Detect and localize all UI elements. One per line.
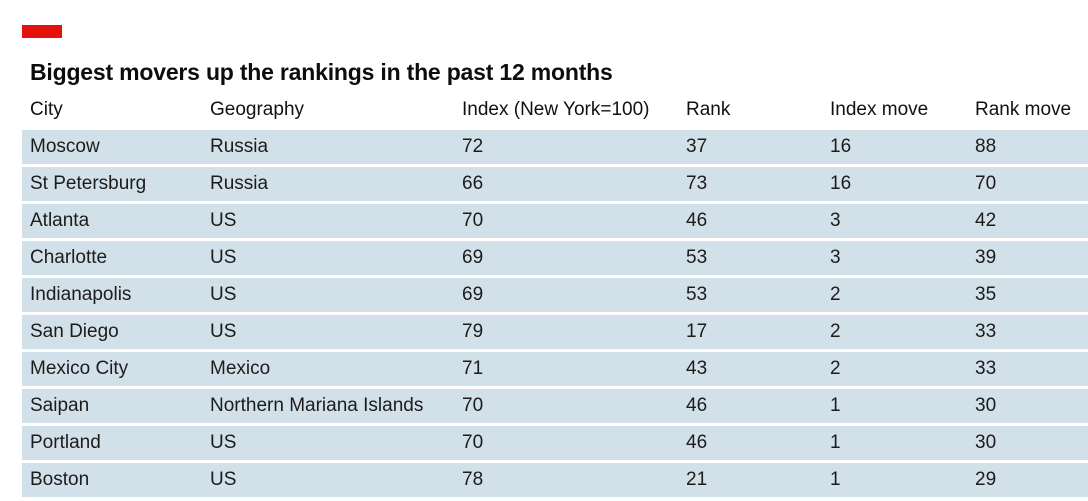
- cell-city: Saipan: [22, 386, 202, 423]
- rankings-table: City Geography Index (New York=100) Rank…: [22, 93, 1088, 497]
- cell-index-move: 16: [822, 127, 967, 164]
- cell-index-move: 3: [822, 238, 967, 275]
- cell-index-move: 2: [822, 275, 967, 312]
- cell-city: San Diego: [22, 312, 202, 349]
- cell-index-move: 3: [822, 201, 967, 238]
- cell-index: 69: [454, 275, 678, 312]
- table-row: Moscow Russia 72 37 16 88: [22, 127, 1088, 164]
- cell-rank-move: 88: [967, 127, 1088, 164]
- cell-rank: 73: [678, 164, 822, 201]
- cell-rank: 37: [678, 127, 822, 164]
- cell-rank: 21: [678, 460, 822, 497]
- cell-city: Charlotte: [22, 238, 202, 275]
- cell-rank-move: 29: [967, 460, 1088, 497]
- cell-index-move: 1: [822, 423, 967, 460]
- cell-geography: US: [202, 460, 454, 497]
- column-header-geography: Geography: [210, 99, 305, 120]
- cell-geography: Mexico: [202, 349, 454, 386]
- cell-rank-move: 70: [967, 164, 1088, 201]
- cell-geography: US: [202, 423, 454, 460]
- cell-index: 66: [454, 164, 678, 201]
- cell-index-move: 2: [822, 349, 967, 386]
- cell-geography: Russia: [202, 127, 454, 164]
- cell-city: Atlanta: [22, 201, 202, 238]
- table-row: San Diego US 79 17 2 33: [22, 312, 1088, 349]
- cell-city: Mexico City: [22, 349, 202, 386]
- cell-city: Indianapolis: [22, 275, 202, 312]
- cell-index: 70: [454, 201, 678, 238]
- table-row: Saipan Northern Mariana Islands 70 46 1 …: [22, 386, 1088, 423]
- cell-index: 69: [454, 238, 678, 275]
- table-row: Charlotte US 69 53 3 39: [22, 238, 1088, 275]
- cell-rank-move: 35: [967, 275, 1088, 312]
- cell-index-move: 1: [822, 386, 967, 423]
- cell-city: Portland: [22, 423, 202, 460]
- cell-index: 79: [454, 312, 678, 349]
- cell-rank: 17: [678, 312, 822, 349]
- table-row: Indianapolis US 69 53 2 35: [22, 275, 1088, 312]
- cell-index: 78: [454, 460, 678, 497]
- cell-rank-move: 30: [967, 423, 1088, 460]
- cell-rank-move: 33: [967, 349, 1088, 386]
- column-header-rank-move: Rank move: [975, 99, 1072, 120]
- cell-geography: US: [202, 238, 454, 275]
- column-header-rank: Rank: [686, 99, 731, 120]
- cell-geography: US: [202, 201, 454, 238]
- cell-rank-move: 30: [967, 386, 1088, 423]
- cell-rank-move: 42: [967, 201, 1088, 238]
- cell-geography: Northern Mariana Islands: [202, 386, 454, 423]
- cell-index-move: 2: [822, 312, 967, 349]
- column-header-city: City: [30, 99, 63, 120]
- table-row: Boston US 78 21 1 29: [22, 460, 1088, 497]
- cell-index: 72: [454, 127, 678, 164]
- table-row: Portland US 70 46 1 30: [22, 423, 1088, 460]
- table-title: Biggest movers up the rankings in the pa…: [30, 59, 613, 85]
- table-header-row: City Geography Index (New York=100) Rank…: [22, 93, 1088, 127]
- cell-index: 70: [454, 423, 678, 460]
- column-header-index: Index (New York=100): [462, 99, 650, 120]
- brand-accent-bar: [22, 25, 62, 38]
- cell-rank: 46: [678, 201, 822, 238]
- cell-city: Moscow: [22, 127, 202, 164]
- cell-rank-move: 33: [967, 312, 1088, 349]
- cell-index: 71: [454, 349, 678, 386]
- cell-rank: 53: [678, 238, 822, 275]
- cell-city: St Petersburg: [22, 164, 202, 201]
- cell-city: Boston: [22, 460, 202, 497]
- cell-rank: 46: [678, 386, 822, 423]
- cell-geography: US: [202, 275, 454, 312]
- cell-index-move: 16: [822, 164, 967, 201]
- table-row: St Petersburg Russia 66 73 16 70: [22, 164, 1088, 201]
- cell-index: 70: [454, 386, 678, 423]
- column-header-index-move: Index move: [830, 99, 929, 120]
- cell-rank-move: 39: [967, 238, 1088, 275]
- cell-geography: US: [202, 312, 454, 349]
- table-row: Atlanta US 70 46 3 42: [22, 201, 1088, 238]
- cell-rank: 43: [678, 349, 822, 386]
- table-row: Mexico City Mexico 71 43 2 33: [22, 349, 1088, 386]
- cell-geography: Russia: [202, 164, 454, 201]
- cell-rank: 46: [678, 423, 822, 460]
- cell-rank: 53: [678, 275, 822, 312]
- cell-index-move: 1: [822, 460, 967, 497]
